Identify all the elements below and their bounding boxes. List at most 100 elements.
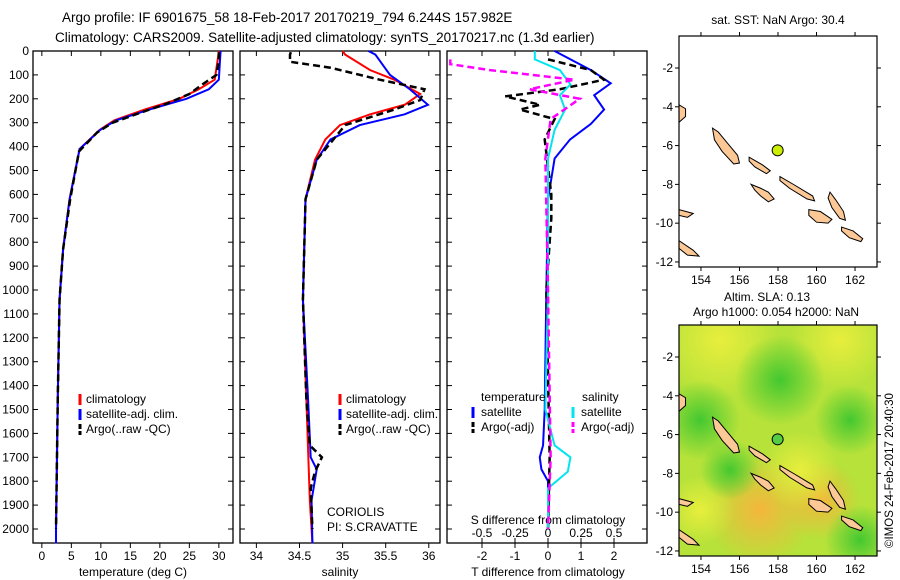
series-line-s-argo-adj- [449, 59, 583, 530]
island-landmass [711, 127, 741, 165]
island-landmass [679, 104, 687, 123]
sla-anomaly-blob [815, 385, 877, 455]
legend-label: climatology [346, 392, 406, 406]
x-axis-label: temperature (deg C) [79, 565, 187, 579]
series-line-climatology [55, 50, 220, 544]
y-tick-label: 1000 [2, 283, 29, 297]
legend-label: Argo(..raw -QC) [86, 422, 171, 436]
island-landmass [808, 208, 833, 224]
lat-tick-label: -2 [662, 350, 673, 364]
y-tick-label: 0 [22, 44, 29, 58]
y-tick-label: 1600 [2, 426, 29, 440]
x-tick-label: 35.5 [374, 549, 398, 563]
y-tick-label: 700 [9, 211, 29, 225]
x-tick-label: 5 [68, 549, 75, 563]
lat-tick-label: -10 [656, 216, 674, 230]
title-line-2: Climatology: CARS2009. Satellite-adjuste… [55, 30, 595, 45]
sla-anomaly-blob [760, 430, 840, 510]
plot-frame [446, 50, 648, 544]
island-landmass [841, 515, 864, 532]
copyright-text: ©IMOS 24-Feb-2017 20:40:30 [884, 393, 896, 548]
x-tick-label: 35 [336, 549, 350, 563]
y-tick-label: 2000 [2, 522, 29, 536]
map-content [679, 325, 877, 556]
legend-label: Argo(-adj) [481, 420, 534, 434]
island-landmass [808, 497, 833, 513]
x-tick-label: 20 [153, 549, 167, 563]
s-tick-label: 0.25 [569, 526, 593, 540]
lon-tick-label: 158 [768, 273, 788, 287]
lon-tick-label: 154 [691, 562, 711, 576]
lon-tick-label: 162 [845, 273, 865, 287]
sst-map-panel: 154 156 158 160 162 -2 -4 -6 -8 -10 -12 sat. SST: N… [656, 13, 881, 287]
sla-map-panel: 154 156 158 160 162 -2 -4 -6 -8 -10 -12 Altim. SLA:… [656, 290, 881, 576]
series-line-satellite-adj-clim- [301, 50, 430, 544]
y-tick-label: 100 [9, 68, 29, 82]
t-tick-label: -2 [477, 549, 488, 563]
lat-tick-label: -10 [656, 505, 674, 519]
island-landmass [679, 529, 701, 546]
lon-tick-label: 158 [768, 562, 788, 576]
t-tick-label: 0 [545, 549, 552, 563]
lat-tick-label: -4 [662, 100, 673, 114]
y-tick-label: 1500 [2, 403, 29, 417]
lon-tick-label: 156 [729, 562, 749, 576]
sla-anomaly-blob [825, 505, 877, 556]
y-tick-label: 1700 [2, 450, 29, 464]
legend-label: satellite-adj. clim. [86, 407, 178, 421]
legend-heading-salinity: salinity [582, 390, 619, 404]
legend-label: Argo(..raw -QC) [346, 422, 431, 436]
legend-heading-temperature: temperature [481, 390, 546, 404]
island-landmass [679, 393, 687, 412]
t-tick-label: -1 [510, 549, 521, 563]
x-tick-label: 30 [212, 549, 226, 563]
y-tick-label: 200 [9, 92, 29, 106]
y-tick-label: 600 [9, 187, 29, 201]
island-landmass [748, 445, 772, 464]
series-line-t-argo-adj- [504, 58, 608, 530]
lat-tick-label: -12 [656, 255, 674, 269]
series-line-argo-raw-qc- [288, 51, 427, 530]
y-tick-label: 1400 [2, 379, 29, 393]
argo-float-location-marker [771, 433, 784, 446]
y-tick-label: 1900 [2, 498, 29, 512]
legend-label: Argo(-adj) [581, 420, 634, 434]
legend-label: climatology [86, 392, 146, 406]
x-tick-label: 10 [94, 549, 108, 563]
map-content [679, 104, 864, 257]
lon-tick-label: 160 [807, 562, 827, 576]
x-tick-label: 34.5 [288, 549, 312, 563]
y-tick-label: 1100 [3, 307, 29, 321]
series-line-s-satellite [533, 51, 572, 529]
lat-tick-label: -4 [662, 389, 673, 403]
series-line-t-satellite [538, 50, 613, 529]
lon-tick-label: 156 [729, 273, 749, 287]
lat-tick-label: -12 [656, 544, 674, 558]
y-tick-label: 300 [9, 116, 29, 130]
difference-panel: -2 -1 0 1 2 -0.5 -0.25 0 0.25 0.5 T difference fro… [446, 50, 648, 579]
s-tick-label: 0.5 [606, 526, 623, 540]
y-tick-label: 1300 [2, 355, 29, 369]
island-landmass [749, 183, 775, 203]
legend-label: satellite [481, 405, 522, 419]
island-landmass [779, 175, 816, 202]
x-tick-label: 15 [124, 549, 138, 563]
lon-tick-label: 160 [807, 273, 827, 287]
y-tick-label: 1200 [2, 331, 29, 345]
s-tick-label: -0.25 [501, 526, 529, 540]
annotation-coriolis: CORIOLIS [327, 505, 384, 519]
x-tick-label: 36 [422, 549, 436, 563]
lat-tick-label: -8 [662, 177, 673, 191]
plot-frame [32, 50, 234, 544]
t-tick-label: 2 [611, 549, 618, 563]
lon-tick-label: 154 [691, 273, 711, 287]
x-axis-label: salinity [322, 565, 359, 579]
lat-tick-label: -8 [662, 466, 673, 480]
series-line-argo-raw-qc- [54, 52, 221, 530]
sla-map-title-1: Altim. SLA: 0.13 [724, 290, 810, 304]
y-tick-label: 500 [9, 164, 29, 178]
island-landmass [711, 416, 741, 454]
island-landmass [679, 209, 695, 218]
salinity-panel: 34 34.5 35 35.5 36 salinity climatologysatelli… [239, 50, 441, 579]
